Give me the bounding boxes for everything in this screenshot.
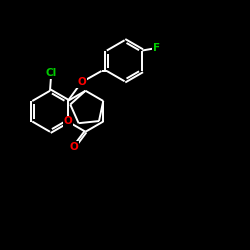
Text: O: O <box>64 116 72 126</box>
Text: F: F <box>153 43 160 53</box>
Text: O: O <box>77 77 86 87</box>
Text: O: O <box>70 142 79 152</box>
Text: Cl: Cl <box>46 68 57 78</box>
